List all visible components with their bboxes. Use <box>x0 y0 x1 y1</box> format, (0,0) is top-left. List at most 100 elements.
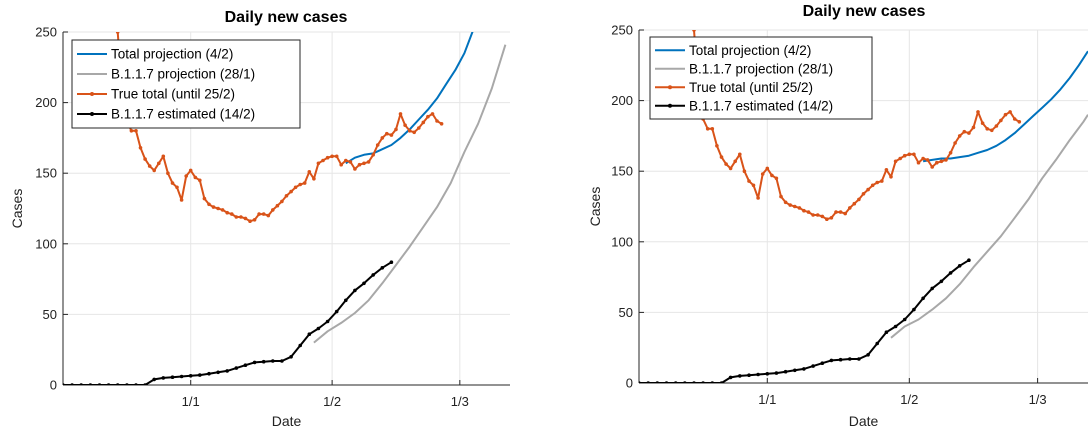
y-tick-label: 200 <box>611 93 633 108</box>
y-tick-label: 0 <box>626 376 633 391</box>
data-point-true-total-until-25-2 <box>953 141 957 145</box>
data-point-true-total-until-25-2 <box>394 127 398 132</box>
data-point-b-1-1-7-estimated-14-2 <box>280 359 284 363</box>
data-point-b-1-1-7-estimated-14-2 <box>161 376 166 380</box>
data-point-true-total-until-25-2 <box>266 213 271 218</box>
data-point-true-total-until-25-2 <box>930 165 934 169</box>
legend: Total projection (4/2) B.1.1.7 projection… <box>71 39 301 129</box>
data-point-true-total-until-25-2 <box>893 159 898 164</box>
data-point-b-1-1-7-estimated-14-2 <box>848 357 852 361</box>
data-point-true-total-until-25-2 <box>339 162 344 167</box>
data-point-b-1-1-7-estimated-14-2 <box>829 358 834 363</box>
data-point-true-total-until-25-2 <box>870 183 875 188</box>
data-point-true-total-until-25-2 <box>193 175 198 180</box>
data-point-b-1-1-7-estimated-14-2 <box>152 377 156 382</box>
data-point-true-total-until-25-2 <box>175 185 179 190</box>
plot-series-group <box>63 32 507 385</box>
legend-marker <box>90 92 94 96</box>
data-point-b-1-1-7-estimated-14-2 <box>783 369 788 374</box>
data-point-b-1-1-7-estimated-14-2 <box>115 383 120 385</box>
data-point-true-total-until-25-2 <box>357 162 362 167</box>
data-point-b-1-1-7-estimated-14-2 <box>774 371 779 375</box>
data-point-true-total-until-25-2 <box>738 152 742 157</box>
data-point-true-total-until-25-2 <box>825 217 829 221</box>
data-point-true-total-until-25-2 <box>307 170 312 174</box>
data-point-b-1-1-7-estimated-14-2 <box>271 359 275 363</box>
data-point-true-total-until-25-2 <box>362 161 366 166</box>
x-tick-label: 1/2 <box>323 394 341 409</box>
legend-label: Total projection (4/2) <box>111 47 233 62</box>
data-point-b-1-1-7-estimated-14-2 <box>188 374 193 378</box>
data-point-true-total-until-25-2 <box>944 158 948 162</box>
data-point-b-1-1-7-estimated-14-2 <box>902 317 907 322</box>
data-point-true-total-until-25-2 <box>866 187 870 192</box>
data-point-true-total-until-25-2 <box>967 131 971 135</box>
data-point-b-1-1-7-estimated-14-2 <box>683 381 687 383</box>
data-point-true-total-until-25-2 <box>884 168 889 172</box>
data-point-true-total-until-25-2 <box>366 160 371 164</box>
data-point-b-1-1-7-estimated-14-2 <box>243 363 248 368</box>
data-point-true-total-until-25-2 <box>756 196 760 200</box>
data-point-true-total-until-25-2 <box>733 159 737 164</box>
data-point-true-total-until-25-2 <box>421 120 426 125</box>
data-point-true-total-until-25-2 <box>719 155 724 159</box>
chart-title: Daily new cases <box>803 3 926 20</box>
legend-label: B.1.1.7 estimated (14/2) <box>111 107 255 122</box>
y-tick-label: 0 <box>50 378 57 393</box>
data-point-b-1-1-7-estimated-14-2 <box>63 383 65 385</box>
data-point-b-1-1-7-estimated-14-2 <box>811 364 815 368</box>
series-line-b-1-1-7-projection-28-1 <box>313 44 507 344</box>
data-point-true-total-until-25-2 <box>715 144 719 148</box>
data-point-true-total-until-25-2 <box>325 155 330 160</box>
y-tick-label: 150 <box>611 164 633 179</box>
data-point-b-1-1-7-estimated-14-2 <box>362 281 366 286</box>
y-tick-label: 250 <box>611 23 633 38</box>
data-point-b-1-1-7-estimated-14-2 <box>701 381 705 383</box>
legend-label: B.1.1.7 projection (28/1) <box>689 61 833 76</box>
data-point-true-total-until-25-2 <box>788 203 792 207</box>
data-point-b-1-1-7-estimated-14-2 <box>334 309 339 314</box>
data-point-true-total-until-25-2 <box>129 129 134 133</box>
data-point-true-total-until-25-2 <box>407 129 412 133</box>
data-point-true-total-until-25-2 <box>889 175 893 179</box>
data-point-true-total-until-25-2 <box>371 153 376 157</box>
data-point-true-total-until-25-2 <box>907 152 912 157</box>
y-tick-label: 200 <box>35 95 57 110</box>
data-point-b-1-1-7-estimated-14-2 <box>765 372 770 376</box>
data-point-true-total-until-25-2 <box>170 181 175 185</box>
data-point-b-1-1-7-estimated-14-2 <box>639 381 641 383</box>
data-point-true-total-until-25-2 <box>426 114 430 119</box>
data-point-true-total-until-25-2 <box>898 156 902 161</box>
data-point-b-1-1-7-estimated-14-2 <box>866 353 870 357</box>
data-point-true-total-until-25-2 <box>875 180 879 185</box>
data-point-b-1-1-7-estimated-14-2 <box>893 324 898 329</box>
data-point-b-1-1-7-estimated-14-2 <box>719 381 724 383</box>
data-point-true-total-until-25-2 <box>902 153 907 158</box>
data-point-true-total-until-25-2 <box>848 206 852 210</box>
data-point-true-total-until-25-2 <box>806 210 811 214</box>
data-point-b-1-1-7-estimated-14-2 <box>261 359 266 364</box>
data-point-true-total-until-25-2 <box>302 181 307 185</box>
data-point-true-total-until-25-2 <box>239 215 243 219</box>
data-point-true-total-until-25-2 <box>252 218 257 222</box>
data-point-true-total-until-25-2 <box>403 123 407 127</box>
data-point-true-total-until-25-2 <box>948 151 953 155</box>
data-point-b-1-1-7-estimated-14-2 <box>738 374 742 378</box>
data-point-true-total-until-25-2 <box>811 213 815 217</box>
data-point-true-total-until-25-2 <box>980 121 985 125</box>
data-point-true-total-until-25-2 <box>829 216 834 220</box>
data-point-true-total-until-25-2 <box>728 166 733 171</box>
data-point-true-total-until-25-2 <box>161 154 166 159</box>
legend-label: B.1.1.7 estimated (14/2) <box>689 98 833 113</box>
data-point-b-1-1-7-estimated-14-2 <box>646 381 650 383</box>
data-point-b-1-1-7-estimated-14-2 <box>298 343 303 348</box>
data-point-b-1-1-7-estimated-14-2 <box>289 355 293 359</box>
data-point-b-1-1-7-estimated-14-2 <box>380 266 385 270</box>
data-point-true-total-until-25-2 <box>147 164 152 168</box>
data-point-true-total-until-25-2 <box>802 208 806 213</box>
data-point-true-total-until-25-2 <box>312 177 316 181</box>
data-point-b-1-1-7-estimated-14-2 <box>838 357 843 362</box>
data-point-true-total-until-25-2 <box>280 199 284 204</box>
data-point-true-total-until-25-2 <box>243 216 248 221</box>
data-point-true-total-until-25-2 <box>398 112 403 116</box>
